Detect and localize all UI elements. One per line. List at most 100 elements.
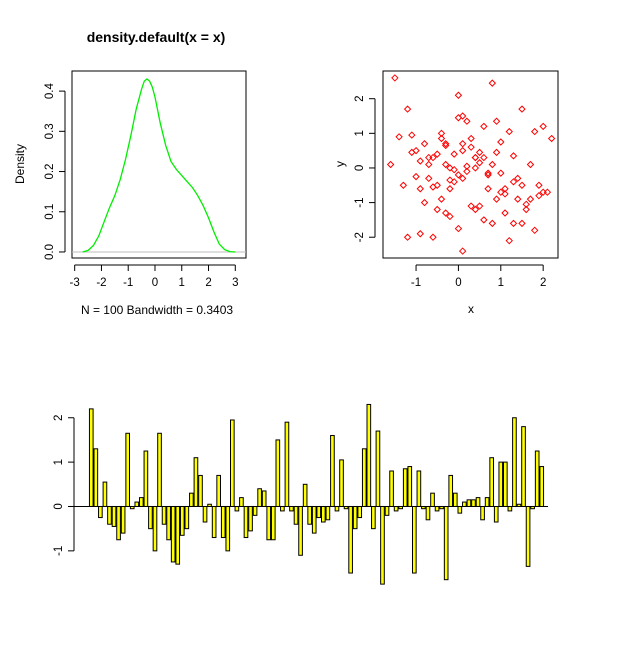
scatter-point — [454, 114, 463, 122]
scatter-point — [442, 140, 450, 148]
scatter-point — [425, 153, 433, 162]
bar — [257, 488, 262, 507]
bar — [393, 505, 399, 512]
scatter-point — [547, 134, 556, 143]
bar — [339, 459, 344, 507]
bar — [425, 505, 431, 521]
scatter-point — [471, 153, 480, 162]
bar — [193, 457, 199, 507]
scatter-point — [475, 159, 484, 167]
scatter-point — [391, 74, 399, 82]
scatter-y-tick-label: -1 — [354, 197, 366, 207]
bar — [330, 434, 335, 507]
bar — [316, 505, 322, 519]
scatter-point — [458, 112, 467, 120]
scatter-point — [429, 183, 437, 191]
scatter-point — [530, 226, 539, 235]
scatter-y-tick-label: -2 — [354, 232, 366, 242]
scatter-point — [535, 191, 543, 200]
bar — [534, 450, 540, 507]
scatter-point — [412, 172, 420, 181]
bar — [512, 417, 517, 507]
scatter-point — [543, 188, 552, 196]
scatter-plot-box — [382, 70, 559, 259]
scatter-point — [442, 160, 450, 169]
bar — [184, 505, 190, 530]
scatter-point — [471, 164, 480, 172]
bar — [457, 505, 463, 514]
scatter-point — [446, 176, 454, 184]
bar — [252, 505, 258, 516]
scatter-x-tick-label: 1 — [498, 277, 504, 289]
density-plot-box — [71, 70, 247, 259]
bar — [143, 450, 149, 507]
bar — [366, 403, 372, 507]
bar — [375, 430, 381, 507]
bar — [503, 461, 508, 507]
scatter-point — [518, 219, 526, 228]
bar — [189, 492, 194, 507]
bar — [93, 448, 99, 507]
bar — [448, 474, 454, 507]
bar — [120, 505, 126, 534]
bar — [170, 505, 176, 563]
scatter-point — [416, 230, 424, 238]
scatter-point — [522, 200, 530, 209]
bar — [230, 419, 235, 507]
bar — [462, 501, 467, 507]
density-title: density.default(x = x) — [87, 29, 226, 45]
scatter-point — [446, 185, 454, 193]
bar — [220, 505, 226, 539]
scatter-point — [514, 174, 522, 183]
bar — [475, 497, 481, 507]
scatter-point — [480, 153, 488, 162]
scatter-point — [535, 181, 543, 189]
bar — [88, 408, 94, 507]
bar — [416, 470, 422, 507]
scatter-point — [522, 205, 530, 214]
scatter-point — [488, 219, 497, 228]
scatter-point — [446, 212, 454, 221]
bar — [361, 448, 367, 507]
scatter-point — [446, 164, 454, 172]
scatter-x-label: x — [468, 302, 474, 316]
scatter-point — [492, 148, 501, 157]
bar — [148, 505, 153, 530]
density-x-tick-label: 3 — [232, 277, 238, 289]
bar — [430, 492, 435, 507]
scatter-point — [399, 181, 408, 189]
density-y-tick-label: 0.2 — [44, 164, 56, 180]
scatter-point — [518, 181, 526, 189]
bar — [243, 505, 249, 539]
bar — [434, 505, 440, 512]
density-x-tick-label: 2 — [205, 277, 211, 289]
scatter-point — [492, 195, 501, 203]
bar — [98, 505, 103, 519]
bar-y-tick-label: 2 — [53, 415, 65, 421]
bar — [225, 505, 231, 552]
scatter-point — [420, 140, 429, 148]
bar — [321, 505, 326, 523]
scatter-point — [501, 190, 509, 198]
bar-y-tick-label: 1 — [53, 459, 65, 465]
bar — [270, 505, 276, 541]
scatter-y-axis: -2 -1 0 1 2 — [354, 96, 376, 242]
scatter-point — [514, 195, 522, 203]
bar — [402, 468, 408, 507]
scatter-point — [425, 174, 433, 183]
scatter-point — [458, 140, 467, 148]
density-x-tick-label: 0 — [152, 277, 158, 289]
bar — [311, 505, 317, 534]
density-y-axis: 0.0 0.1 0.2 0.3 0.4 — [44, 83, 66, 260]
bar — [407, 466, 413, 507]
scatter-y-tick-label: 2 — [354, 96, 366, 102]
scatter-point — [492, 117, 501, 125]
scatter-point — [475, 148, 484, 157]
scatter-point — [484, 185, 492, 193]
scatter-y-tick-label: 0 — [354, 165, 366, 171]
scatter-point — [526, 195, 535, 203]
bar — [325, 505, 331, 521]
bar — [307, 505, 312, 525]
bar — [389, 470, 394, 507]
